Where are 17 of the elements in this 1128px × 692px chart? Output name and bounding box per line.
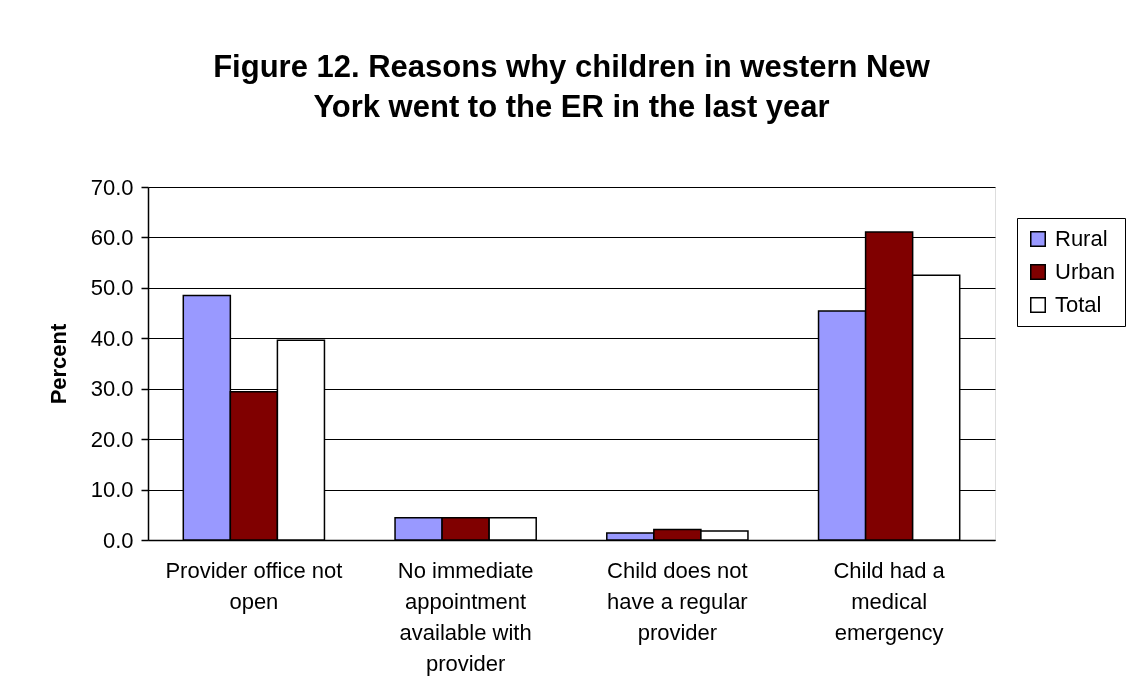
x-tick-label: Provider office not open (165, 557, 343, 614)
chart-title: Figure 12. Reasons why children in western New York went to the ER in the last year (213, 49, 931, 124)
y-tick-label: 0.0 (102, 527, 134, 553)
legend-label: Rural (1055, 226, 1108, 251)
x-tick-label: Child does not have a regular provider (607, 557, 748, 645)
legend-label: Urban (1055, 259, 1115, 284)
y-tick-label: 60.0 (90, 224, 134, 250)
y-tick-label: 30.0 (90, 376, 134, 402)
y-tick-label: 70.0 (90, 174, 134, 200)
y-tick-label: 50.0 (90, 275, 134, 301)
legend-label: Total (1055, 292, 1102, 317)
x-tick-label: No immediate appointment available with provider (397, 557, 534, 676)
y-tick-label: 20.0 (90, 426, 134, 452)
y-axis-title: Percent (45, 322, 71, 405)
y-tick-label: 10.0 (90, 477, 134, 503)
y-tick-label: 40.0 (90, 325, 134, 351)
x-tick-label: Child had a medical emergency (833, 557, 946, 645)
